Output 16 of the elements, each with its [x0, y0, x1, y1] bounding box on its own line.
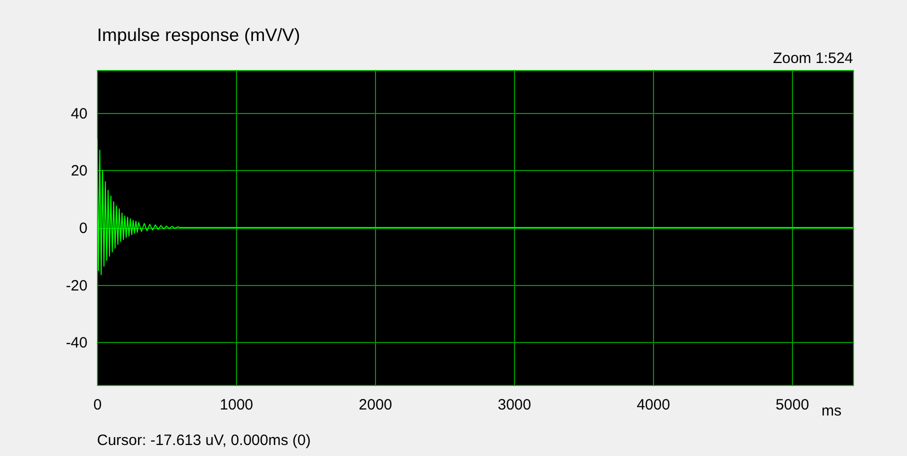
line-series — [97, 138, 853, 276]
x-tick-label: 3000 — [498, 396, 532, 414]
y-tick-label: 0 — [79, 220, 88, 237]
y-tick-label: -20 — [66, 277, 88, 294]
x-axis-title: ms — [822, 402, 842, 420]
x-tick-label: 4000 — [636, 396, 670, 414]
y-tick-label: 40 — [70, 105, 88, 122]
y-tick-label: -40 — [66, 334, 88, 352]
y-tick-label: 20 — [70, 162, 88, 180]
x-tick-label: 1000 — [220, 396, 254, 414]
text: Cursor: -17.613 uV, 0.000ms (0) — [97, 432, 311, 449]
x-tick-label: 0 — [93, 396, 102, 414]
chart-title: Impulse response (mV/V) — [97, 25, 300, 45]
text: Zoom 1:524 — [772, 50, 853, 67]
x-tick-label: 5000 — [776, 396, 810, 414]
x-tick-label: 2000 — [358, 396, 392, 414]
